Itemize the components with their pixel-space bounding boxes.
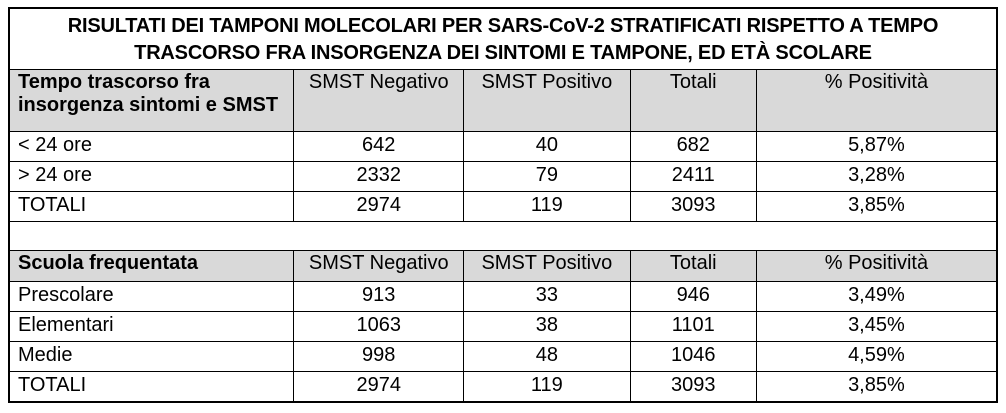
data-cell: 3,85% — [755, 370, 997, 402]
data-cell: 3093 — [629, 370, 757, 402]
header-positivita: % Positività — [755, 69, 997, 132]
data-cell: 1046 — [629, 340, 757, 372]
header-positivita: % Positività — [755, 250, 997, 282]
data-cell: 3,49% — [755, 280, 997, 312]
header-totali: Totali — [629, 250, 757, 282]
school-table-header-row: Scuola frequentata SMST Negativo SMST Po… — [9, 250, 997, 282]
data-cell: 3,85% — [755, 190, 997, 222]
data-cell: 2411 — [629, 160, 757, 192]
data-cell: 119 — [463, 190, 631, 222]
row-label: Medie — [9, 340, 295, 372]
results-table-container: RISULTATI DEI TAMPONI MOLECOLARI PER SAR… — [8, 7, 998, 403]
data-cell: 1063 — [293, 310, 465, 342]
data-cell: 682 — [629, 130, 757, 162]
row-label: Elementari — [9, 310, 295, 342]
data-cell: 946 — [629, 280, 757, 312]
header-totali: Totali — [629, 69, 757, 132]
row-label: TOTALI — [9, 190, 295, 222]
table-gap — [10, 221, 996, 251]
data-cell: 3,28% — [755, 160, 997, 192]
table-row: > 24 ore 2332 79 2411 3,28% — [9, 160, 997, 192]
row-label: > 24 ore — [9, 160, 295, 192]
data-cell: 40 — [463, 130, 631, 162]
header-smst-positivo: SMST Positivo — [463, 250, 631, 282]
data-cell: 79 — [463, 160, 631, 192]
data-cell: 119 — [463, 370, 631, 402]
header-smst-positivo: SMST Positivo — [463, 69, 631, 132]
school-age-table: Scuola frequentata SMST Negativo SMST Po… — [9, 250, 997, 402]
row-label: TOTALI — [9, 370, 295, 402]
data-cell: 38 — [463, 310, 631, 342]
table-row: Medie 998 48 1046 4,59% — [9, 340, 997, 372]
data-cell: 48 — [463, 340, 631, 372]
data-cell: 4,59% — [755, 340, 997, 372]
time-table-header-row: Tempo trascorso fra insorgenza sintomi e… — [9, 69, 997, 132]
table-row: < 24 ore 642 40 682 5,87% — [9, 130, 997, 162]
data-cell: 3093 — [629, 190, 757, 222]
data-cell: 998 — [293, 340, 465, 372]
table-row: Prescolare 913 33 946 3,49% — [9, 280, 997, 312]
data-cell: 3,45% — [755, 310, 997, 342]
data-cell: 33 — [463, 280, 631, 312]
row-label: < 24 ore — [9, 130, 295, 162]
data-cell: 642 — [293, 130, 465, 162]
data-cell: 2974 — [293, 370, 465, 402]
table-row: Elementari 1063 38 1101 3,45% — [9, 310, 997, 342]
totals-row: TOTALI 2974 119 3093 3,85% — [9, 190, 997, 222]
data-cell: 2332 — [293, 160, 465, 192]
data-cell: 5,87% — [755, 130, 997, 162]
totals-row: TOTALI 2974 119 3093 3,85% — [9, 370, 997, 402]
header-smst-negativo: SMST Negativo — [293, 69, 465, 132]
row-label: Prescolare — [9, 280, 295, 312]
header-scuola-frequentata: Scuola frequentata — [9, 250, 295, 282]
table-title: RISULTATI DEI TAMPONI MOLECOLARI PER SAR… — [10, 9, 996, 70]
data-cell: 913 — [293, 280, 465, 312]
header-smst-negativo: SMST Negativo — [293, 250, 465, 282]
header-tempo-trascorso: Tempo trascorso fra insorgenza sintomi e… — [9, 69, 295, 132]
data-cell: 1101 — [629, 310, 757, 342]
time-since-onset-table: Tempo trascorso fra insorgenza sintomi e… — [9, 69, 997, 222]
data-cell: 2974 — [293, 190, 465, 222]
